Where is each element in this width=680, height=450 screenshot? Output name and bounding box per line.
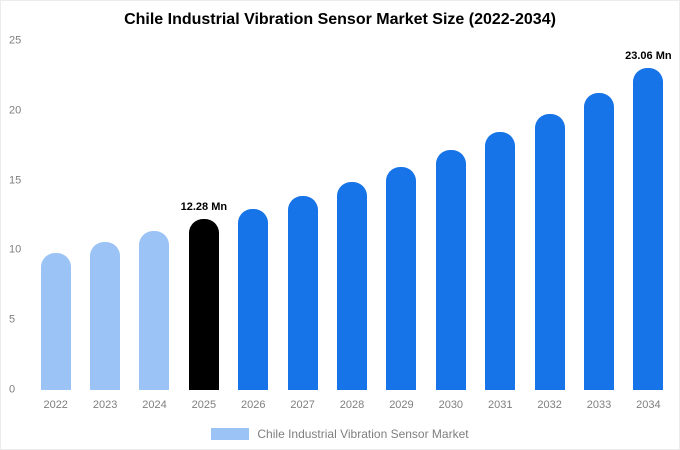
y-axis-label: 0 xyxy=(9,383,16,396)
legend-label: Chile Industrial Vibration Sensor Market xyxy=(257,427,469,441)
bar-column: 2027 xyxy=(278,41,327,411)
bar-column: 12.28 Mn 2025 xyxy=(179,41,228,411)
bar-2028[interactable] xyxy=(337,182,368,390)
x-axis-label: 2025 xyxy=(191,399,217,411)
x-axis-label: 2034 xyxy=(636,399,661,411)
x-axis-label: 2030 xyxy=(438,399,464,411)
bar-2032[interactable] xyxy=(534,113,565,390)
bar-2025[interactable] xyxy=(188,218,219,390)
y-axis-label: 20 xyxy=(9,104,22,117)
y-axis-label: 25 xyxy=(9,34,22,47)
legend[interactable]: Chile Industrial Vibration Sensor Market xyxy=(1,427,679,441)
bar-column: 2030 xyxy=(426,41,475,411)
bar-column: 2033 xyxy=(574,41,623,411)
legend-swatch[interactable] xyxy=(211,428,250,440)
bar-2027[interactable] xyxy=(287,195,318,390)
bar-2023[interactable] xyxy=(90,242,121,390)
x-axis-label: 2029 xyxy=(389,399,414,411)
bar-column: 2029 xyxy=(377,41,426,411)
bar-2031[interactable] xyxy=(485,131,516,390)
bar-2033[interactable] xyxy=(583,92,614,390)
bar-value-label: 12.28 Mn xyxy=(180,200,228,213)
bar-column: 2023 xyxy=(80,41,129,411)
x-axis-label: 2028 xyxy=(339,399,365,411)
y-axis-label: 5 xyxy=(9,313,16,326)
bar-2029[interactable] xyxy=(386,166,417,390)
x-axis-label: 2026 xyxy=(241,399,266,411)
bar-column: 2031 xyxy=(476,41,525,411)
bar-value-label: 23.06 Mn xyxy=(625,50,672,63)
bar-column: 2026 xyxy=(229,41,278,411)
x-axis-label: 2024 xyxy=(142,399,167,411)
x-axis-label: 2027 xyxy=(290,399,315,411)
y-axis: 0 5 10 15 20 25 xyxy=(9,35,31,395)
y-axis-label: 10 xyxy=(9,243,22,256)
bar-column: 23.06 Mn 2034 xyxy=(624,41,673,411)
x-axis-label: 2032 xyxy=(537,399,562,411)
y-axis-label: 15 xyxy=(9,174,22,187)
x-axis-label: 2031 xyxy=(487,399,513,411)
bar-2030[interactable] xyxy=(435,149,466,390)
bar-column: 2028 xyxy=(327,41,376,411)
x-axis-label: 2033 xyxy=(586,399,612,411)
bar-2034[interactable] xyxy=(633,68,664,390)
chart-title: Chile Industrial Vibration Sensor Market… xyxy=(124,11,556,28)
bar-2022[interactable] xyxy=(40,253,71,390)
bar-column: 2022 xyxy=(31,41,80,411)
bar-column: 2024 xyxy=(130,41,179,411)
bar-column: 2032 xyxy=(525,41,574,411)
x-axis-label: 2023 xyxy=(92,399,118,411)
bar-2024[interactable] xyxy=(139,230,170,390)
x-axis-label: 2022 xyxy=(43,399,68,411)
bar-2026[interactable] xyxy=(238,208,269,390)
plot-area: 2022 2023 2024 12.28 Mn 2025 2026 2027 2028 2029… xyxy=(31,41,673,411)
